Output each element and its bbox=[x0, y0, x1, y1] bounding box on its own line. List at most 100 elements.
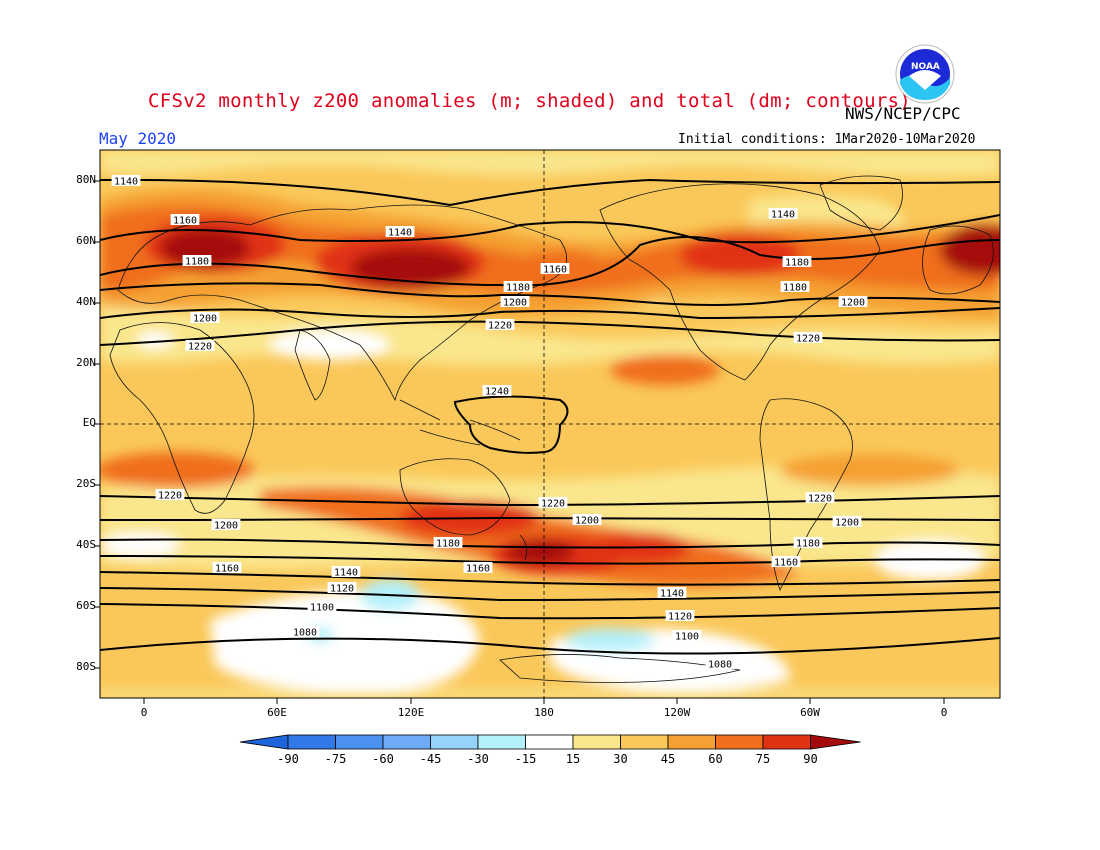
contour-labels: 1140 1160 1180 1140 1160 1180 1200 1220 1200 1220… bbox=[111, 175, 868, 671]
contour-label: 1160 bbox=[466, 564, 490, 575]
contour-label-bg bbox=[111, 175, 141, 186]
contour-label-bg bbox=[540, 263, 570, 274]
lat-label: EQ bbox=[82, 416, 96, 429]
contour-label-bg bbox=[307, 601, 337, 612]
lat-label: 60N bbox=[76, 234, 96, 247]
contour-label: 1120 bbox=[330, 584, 354, 595]
contour-label: 1180 bbox=[506, 283, 530, 294]
colorbar-swatch bbox=[667, 734, 716, 750]
contour-label-bg bbox=[782, 256, 812, 267]
lon-label: 180 bbox=[534, 706, 554, 719]
colorbar-swatch bbox=[620, 734, 669, 750]
colorbar-swatch bbox=[715, 734, 764, 750]
colorbar-swatch bbox=[287, 734, 336, 750]
contour-label-bg bbox=[657, 587, 687, 598]
contour-label: 1200 bbox=[193, 314, 217, 325]
contour-label: 1200 bbox=[575, 516, 599, 527]
lon-label: 120E bbox=[397, 706, 425, 719]
contour-label-bg bbox=[485, 319, 515, 330]
contour-label-bg bbox=[780, 281, 810, 292]
contour-label-bg bbox=[185, 340, 215, 351]
noaa-logo-icon bbox=[895, 44, 955, 104]
contour-label: 1160 bbox=[774, 558, 798, 569]
contour-label-bg bbox=[838, 296, 868, 307]
contour-label-bg bbox=[538, 497, 568, 508]
contour-label-bg bbox=[672, 630, 702, 641]
contour-label: 1160 bbox=[543, 265, 567, 276]
contour-label: 1180 bbox=[185, 257, 209, 268]
contour-label-bg bbox=[572, 514, 602, 525]
contour-label-bg bbox=[832, 516, 862, 527]
contour-label-bg bbox=[463, 562, 493, 573]
colorbar-swatch bbox=[762, 734, 811, 750]
colorbar-label: -90 bbox=[277, 752, 299, 766]
colorbar bbox=[239, 734, 861, 750]
lat-label: 20S bbox=[76, 477, 96, 490]
colorbar-label: -15 bbox=[514, 752, 537, 766]
contour-label: 1220 bbox=[158, 491, 182, 502]
contour-label: 1080 bbox=[708, 660, 732, 671]
contour-label-bg bbox=[212, 562, 242, 573]
colorbar-swatch bbox=[335, 734, 384, 750]
colorbar-label: 15 bbox=[565, 752, 581, 766]
contour-label: 1160 bbox=[215, 564, 239, 575]
month-label: May 2020 bbox=[99, 129, 177, 148]
contour-label-bg bbox=[290, 626, 320, 637]
colorbar-label: -45 bbox=[419, 752, 442, 766]
contour-label-bg bbox=[182, 255, 212, 266]
contour-label: 1140 bbox=[114, 177, 138, 188]
colorbar-swatch bbox=[572, 734, 621, 750]
lat-label: 80N bbox=[76, 173, 96, 186]
contour-label: 1200 bbox=[503, 298, 527, 309]
lat-label: 80S bbox=[76, 660, 96, 673]
contour-label: 1220 bbox=[188, 342, 212, 353]
lat-label: 40S bbox=[76, 538, 96, 551]
contour-label-bg bbox=[331, 566, 361, 577]
lat-label: 20N bbox=[76, 356, 96, 369]
contour-label: 1080 bbox=[293, 628, 317, 639]
contour-label-bg bbox=[665, 610, 695, 621]
contours bbox=[100, 178, 1000, 655]
colorbar-arrow-right bbox=[810, 734, 861, 750]
contour-label: 1100 bbox=[675, 632, 699, 643]
contour-label: 1180 bbox=[436, 539, 460, 550]
contour-label: 1220 bbox=[796, 334, 820, 345]
lat-label: 40N bbox=[76, 295, 96, 308]
contour-label: 1240 bbox=[485, 387, 509, 398]
contour-label: 1200 bbox=[214, 521, 238, 532]
contour-label-bg bbox=[500, 296, 530, 307]
logo-text: NOAA bbox=[911, 62, 940, 72]
contour-label: 1180 bbox=[783, 283, 807, 294]
lon-label: 0 bbox=[940, 706, 948, 719]
contour-label-bg bbox=[155, 489, 185, 500]
contour-label-bg bbox=[705, 658, 735, 669]
colorbar-swatch bbox=[382, 734, 431, 750]
contour-label-bg bbox=[503, 281, 533, 292]
contour-label-bg bbox=[768, 208, 798, 219]
contour-label: 1160 bbox=[173, 216, 197, 227]
contour-label: 1140 bbox=[334, 568, 358, 579]
contour-label-bg bbox=[793, 537, 823, 548]
contour-label-bg bbox=[771, 556, 801, 567]
colorbar-swatch bbox=[525, 734, 574, 750]
contour-label-bg bbox=[793, 332, 823, 343]
contour-label: 1120 bbox=[668, 612, 692, 623]
colorbar-label: -75 bbox=[324, 752, 347, 766]
ticks bbox=[94, 180, 945, 704]
contour-label: 1200 bbox=[835, 518, 859, 529]
contour-label-bg bbox=[385, 226, 415, 237]
contour-label: 1220 bbox=[488, 321, 512, 332]
colorbar-label: -60 bbox=[372, 752, 394, 766]
contour-label: 1140 bbox=[771, 210, 795, 221]
chart-title: CFSv2 monthly z200 anomalies (m; shaded)… bbox=[148, 90, 912, 112]
colorbar-swatch bbox=[477, 734, 526, 750]
lon-label: 60E bbox=[267, 706, 287, 719]
contour-label: 1220 bbox=[541, 499, 565, 510]
contour-label: 1140 bbox=[660, 589, 684, 600]
contour-label-bg bbox=[190, 312, 220, 323]
contour-label: 1220 bbox=[808, 494, 832, 505]
contour-label: 1140 bbox=[388, 228, 412, 239]
contour-label-bg bbox=[805, 492, 835, 503]
initial-conditions-label: Initial conditions: 1Mar2020-10Mar2020 bbox=[678, 132, 976, 147]
